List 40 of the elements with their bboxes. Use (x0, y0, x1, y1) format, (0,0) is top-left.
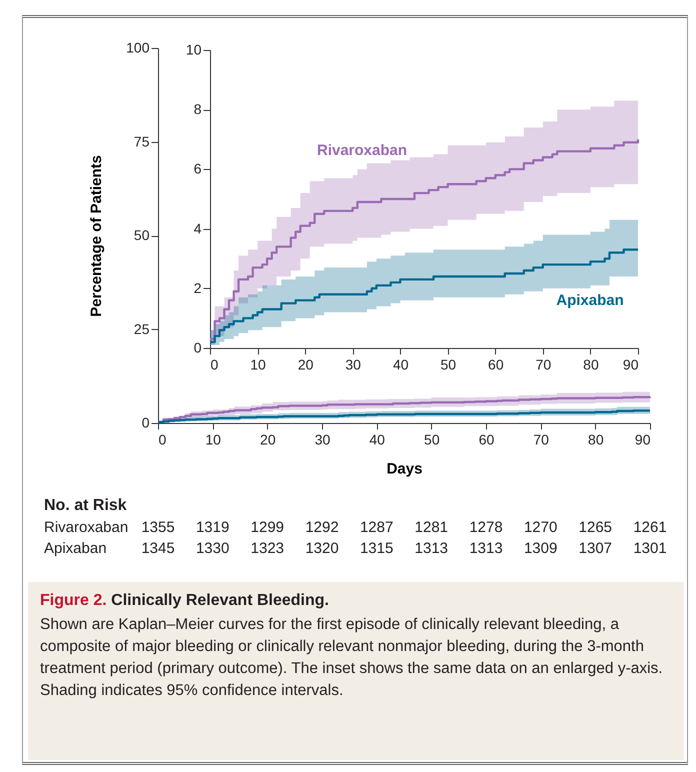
y-tick-label: 10 (186, 42, 202, 58)
x-tick-label: 30 (314, 432, 330, 448)
y-tick-label: 75 (134, 133, 150, 150)
y-tick-label: 4 (194, 220, 202, 236)
text: Rivaroxaban 1355 1319 1299 1292 1287 1281 1278 1270 1265 1261 (44, 519, 667, 536)
x-tick-label: 90 (634, 432, 651, 448)
y-tick-label: 0 (194, 340, 202, 356)
x-tick-label: 70 (536, 356, 552, 372)
x-tick-label: 40 (392, 356, 409, 372)
x-tick-label: 0 (210, 356, 218, 372)
x-tick-label: 70 (533, 432, 550, 448)
x-tick-label: 40 (369, 432, 386, 448)
x-tick-label: 80 (583, 356, 599, 372)
x-tick-label: 20 (298, 356, 314, 372)
text: Shown are Kaplan–Meier curves for the first episode of clinically relevant bleeding, a composite of major bleeding or clinically relevant nonmajor bleeding, during the 3-month treatment period (primary outcome). The inset shows the same data on an enlarged y-axis. Shading indicates 95% confidence intervals. (40, 615, 664, 701)
y-tick-label: 8 (194, 101, 202, 118)
x-tick-label: 90 (622, 356, 639, 372)
x-tick-label: 50 (440, 356, 456, 372)
y-axis-title: Percentage of Patients (88, 155, 106, 317)
x-tick-label: 60 (478, 432, 494, 448)
x-tick-label: 60 (488, 356, 504, 372)
x-tick-label: 0 (158, 432, 166, 448)
x-tick-label: 10 (205, 432, 222, 448)
x-tick-label: 80 (588, 432, 604, 448)
y-tick-label: 6 (194, 160, 202, 177)
text: No. at Risk (44, 497, 127, 515)
text: Figure 2. Clinically Relevant Bleeding. (40, 592, 330, 610)
y-tick-label: 0 (142, 414, 150, 430)
y-tick-label: 100 (126, 40, 150, 56)
y-tick-label: 50 (134, 227, 150, 243)
text: Rivaroxaban (316, 142, 408, 159)
x-tick-label: 50 (424, 432, 440, 448)
series-label: Apixaban (556, 292, 624, 309)
x-tick-label: 10 (250, 356, 266, 372)
x-tick-label: 20 (260, 432, 276, 448)
x-axis-title: Days (386, 460, 422, 478)
text: Apixaban 1345 1330 1323 1320 1315 1313 1313 1309 1307 1301 (44, 540, 667, 557)
y-tick-label: 2 (194, 280, 202, 296)
y-tick-label: 25 (134, 320, 150, 337)
x-tick-label: 30 (345, 356, 362, 372)
